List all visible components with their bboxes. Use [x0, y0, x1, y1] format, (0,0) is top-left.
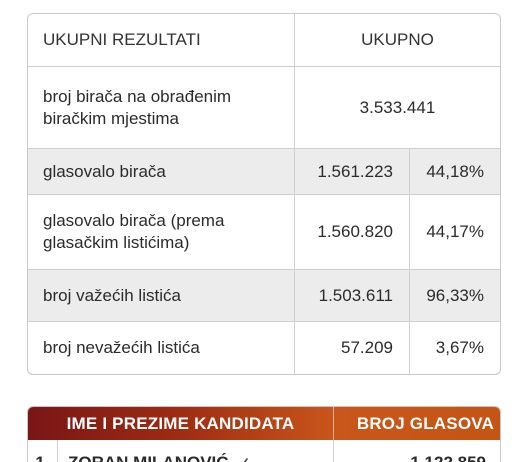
summary-row-label: glasovalo birača	[28, 149, 295, 194]
summary-header-label: UKUPNI REZULTATI	[28, 14, 295, 66]
check-icon	[235, 455, 249, 462]
summary-row-value: 1.561.223	[295, 149, 410, 194]
summary-results-table: UKUPNI REZULTATI UKUPNO broj birača na o…	[27, 13, 501, 375]
summary-row-value: 1.503.611	[295, 270, 410, 321]
summary-row-value: 1.560.820	[295, 195, 410, 269]
summary-row-label: broj nevažećih listića	[28, 322, 295, 374]
summary-row-label: broj važećih listića	[28, 270, 295, 321]
candidate-name: ZORAN MILANOVIĆ	[68, 453, 229, 462]
candidate-index: 1.	[28, 440, 58, 462]
summary-row-voted-by-ballots: glasovalo birača (prema glasačkim listić…	[28, 195, 500, 270]
summary-row-percent: 96,33%	[426, 285, 484, 305]
candidate-name-cell: ZORAN MILANOVIĆ	[58, 440, 334, 462]
summary-row-label: glasovalo birača (prema glasačkim listić…	[28, 195, 295, 269]
summary-row-value: 3.533.441	[359, 97, 436, 117]
summary-row-invalid-ballots: broj nevažećih listića 57.209 3,67%	[28, 322, 500, 374]
candidates-header-votes: BROJ GLASOVA	[356, 413, 494, 433]
summary-header-row: UKUPNI REZULTATI UKUPNO	[28, 14, 500, 67]
candidate-votes: 1.122.859	[334, 440, 500, 462]
candidates-table: IME I PREZIME KANDIDATA BROJ GLASOVA 1. …	[27, 406, 501, 462]
candidates-header-row: IME I PREZIME KANDIDATA BROJ GLASOVA	[28, 407, 500, 440]
summary-row-percent: 44,18%	[426, 161, 484, 181]
summary-row-voters-processed: broj birača na obrađenim biračkim mjesti…	[28, 67, 500, 149]
summary-row-value: 57.209	[295, 322, 410, 374]
summary-row-valid-ballots: broj važećih listića 1.503.611 96,33%	[28, 270, 500, 322]
summary-row-percent: 3,67%	[435, 338, 484, 357]
summary-row-label: broj birača na obrađenim biračkim mjesti…	[28, 67, 295, 148]
summary-row-percent: 44,17%	[426, 222, 484, 241]
summary-row-voted: glasovalo birača 1.561.223 44,18%	[28, 149, 500, 195]
candidates-header-name: IME I PREZIME KANDIDATA	[28, 407, 334, 440]
candidate-row[interactable]: 1. ZORAN MILANOVIĆ 1.122.859	[28, 440, 500, 462]
summary-header-total: UKUPNO	[361, 30, 434, 49]
